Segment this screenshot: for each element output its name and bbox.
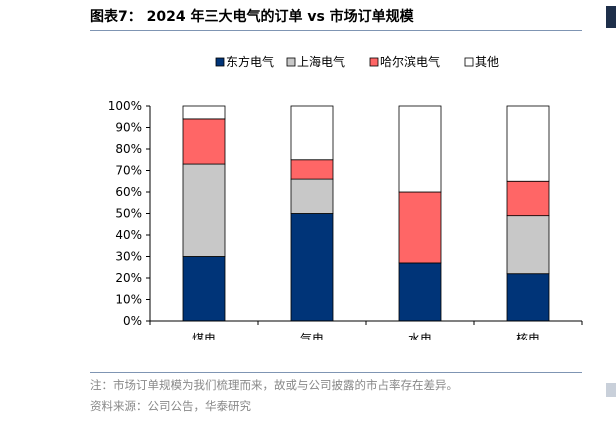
- y-tick-label: 60%: [115, 185, 142, 199]
- legend: 东方电气 上海电气 哈尔滨电气 其他: [215, 54, 499, 69]
- y-axis: 0% 10% 20% 30% 40% 50% 60% 70% 80% 90% 100%: [108, 99, 151, 328]
- x-category-label-0: 煤电: [192, 332, 216, 340]
- x-axis: 煤电 气电 水电 核电: [149, 320, 583, 340]
- bar-segment-1-0: [290, 213, 334, 322]
- legend-swatch-2: [369, 57, 379, 67]
- y-tick-label: 0%: [123, 314, 142, 328]
- bar-segment-2-2: [398, 191, 442, 264]
- bar-segment-3-2: [506, 180, 550, 217]
- x-category-label-1: 气电: [300, 331, 324, 340]
- y-tick-label: 20%: [115, 271, 142, 285]
- footer-divider: [90, 372, 582, 373]
- y-tick-label: 70%: [115, 164, 142, 178]
- source-note: 资料来源：公司公告，华泰研究: [90, 399, 251, 413]
- y-tick-label: 100%: [108, 99, 142, 113]
- y-tick-label: 40%: [115, 228, 142, 242]
- legend-swatch-0: [215, 57, 225, 67]
- stacked-bar-chart: 东方电气 上海电气 哈尔滨电气 其他 0% 10% 20% 30% 40% 50% 60% 70% 8…: [108, 54, 583, 340]
- legend-label-0: 东方电气: [226, 54, 274, 69]
- bar-segment-1-2: [290, 159, 334, 180]
- legend-label-1: 上海电气: [297, 54, 345, 69]
- bar-segment-1-3: [290, 105, 334, 161]
- bar-segment-0-0: [182, 256, 226, 322]
- bar-segment-2-3: [398, 105, 442, 193]
- bar-segment-3-0: [506, 273, 550, 322]
- y-tick-label: 90%: [115, 121, 142, 135]
- legend-swatch-3: [464, 57, 474, 67]
- chart-title: 图表7： 2024 年三大电气的订单 vs 市场订单规模: [90, 9, 414, 25]
- edge-decoration: [606, 6, 616, 28]
- edge-decoration-lower: [606, 383, 616, 397]
- legend-label-3: 其他: [475, 55, 499, 69]
- title-divider: [90, 30, 582, 31]
- legend-label-2: 哈尔滨电气: [380, 54, 440, 69]
- bar-segment-3-3: [506, 105, 550, 182]
- bar-segment-0-2: [182, 118, 226, 165]
- bar-segment-0-3: [182, 105, 226, 120]
- bar-segment-3-1: [506, 215, 550, 275]
- y-tick-label: 10%: [115, 293, 142, 307]
- y-tick-label: 50%: [115, 207, 142, 221]
- bars: [182, 105, 550, 322]
- y-tick-label: 80%: [115, 142, 142, 156]
- y-tick-label: 30%: [115, 250, 142, 264]
- bar-segment-0-1: [182, 163, 226, 257]
- bar-segment-1-1: [290, 178, 334, 214]
- legend-swatch-1: [286, 57, 296, 67]
- x-category-label-3: 核电: [516, 332, 540, 340]
- x-category-label-2: 水电: [408, 332, 432, 340]
- footnote: 注：市场订单规模为我们梳理而来，故或与公司披露的市占率存在差异。: [90, 378, 458, 392]
- bar-segment-2-0: [398, 262, 442, 322]
